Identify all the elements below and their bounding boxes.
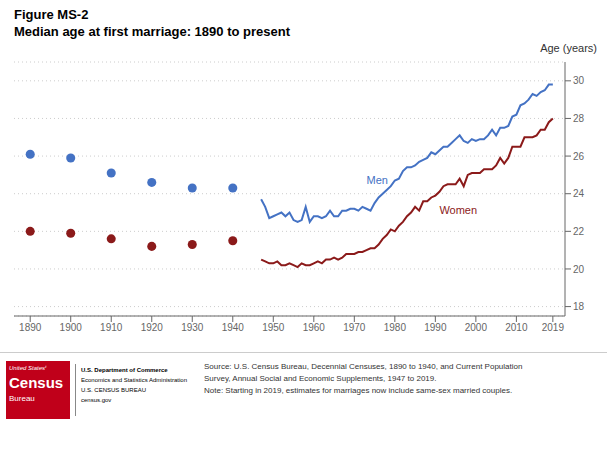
svg-text:2010: 2010 — [505, 322, 528, 333]
svg-text:1900: 1900 — [60, 322, 83, 333]
html-text:United Statesᵗ: United Statesᵗ — [9, 365, 47, 371]
svg-text:1930: 1930 — [181, 322, 204, 333]
html-text:Source: U.S. Census Bureau, De: Source: U.S. Census Bureau, Decennial Ce… — [204, 362, 523, 395]
html-text:Census: Census — [9, 374, 64, 391]
svg-text:Men: Men — [366, 174, 387, 186]
svg-text:2000: 2000 — [465, 322, 488, 333]
svg-text:1980: 1980 — [384, 322, 407, 333]
html-text:Figure MS-2: Figure MS-2 — [14, 7, 89, 22]
svg-text:1940: 1940 — [222, 322, 245, 333]
html-text:Economics and Statistics Admin: Economics and Statistics Administration — [81, 377, 187, 383]
svg-text:1990: 1990 — [424, 322, 447, 333]
svg-text:20: 20 — [573, 264, 585, 275]
svg-text:1970: 1970 — [343, 322, 366, 333]
svg-text:1920: 1920 — [141, 322, 164, 333]
svg-text:26: 26 — [573, 151, 585, 162]
svg-text:28: 28 — [573, 113, 585, 124]
html-text:Bureau: Bureau — [9, 394, 35, 403]
svg-text:30: 30 — [573, 75, 585, 86]
html-text:Median age at first marriage:: Median age at first marriage: 1890 to pr… — [14, 24, 290, 39]
svg-text:1950: 1950 — [262, 322, 285, 333]
svg-text:1890: 1890 — [19, 322, 42, 333]
svg-text:1960: 1960 — [303, 322, 326, 333]
svg-text:18: 18 — [573, 301, 585, 312]
svg-text:24: 24 — [573, 188, 585, 199]
svg-text:Women: Women — [439, 204, 477, 216]
html-text:census.gov: census.gov — [81, 397, 112, 403]
html-text:Age (years): Age (years) — [540, 42, 597, 54]
svg-text:22: 22 — [573, 226, 585, 237]
svg-text:1910: 1910 — [100, 322, 123, 333]
svg-text:2019: 2019 — [542, 322, 565, 333]
html-text:U.S. CENSUS BUREAU: U.S. CENSUS BUREAU — [81, 387, 146, 393]
html-text:U.S. Department of Commerce: U.S. Department of Commerce — [81, 367, 168, 373]
